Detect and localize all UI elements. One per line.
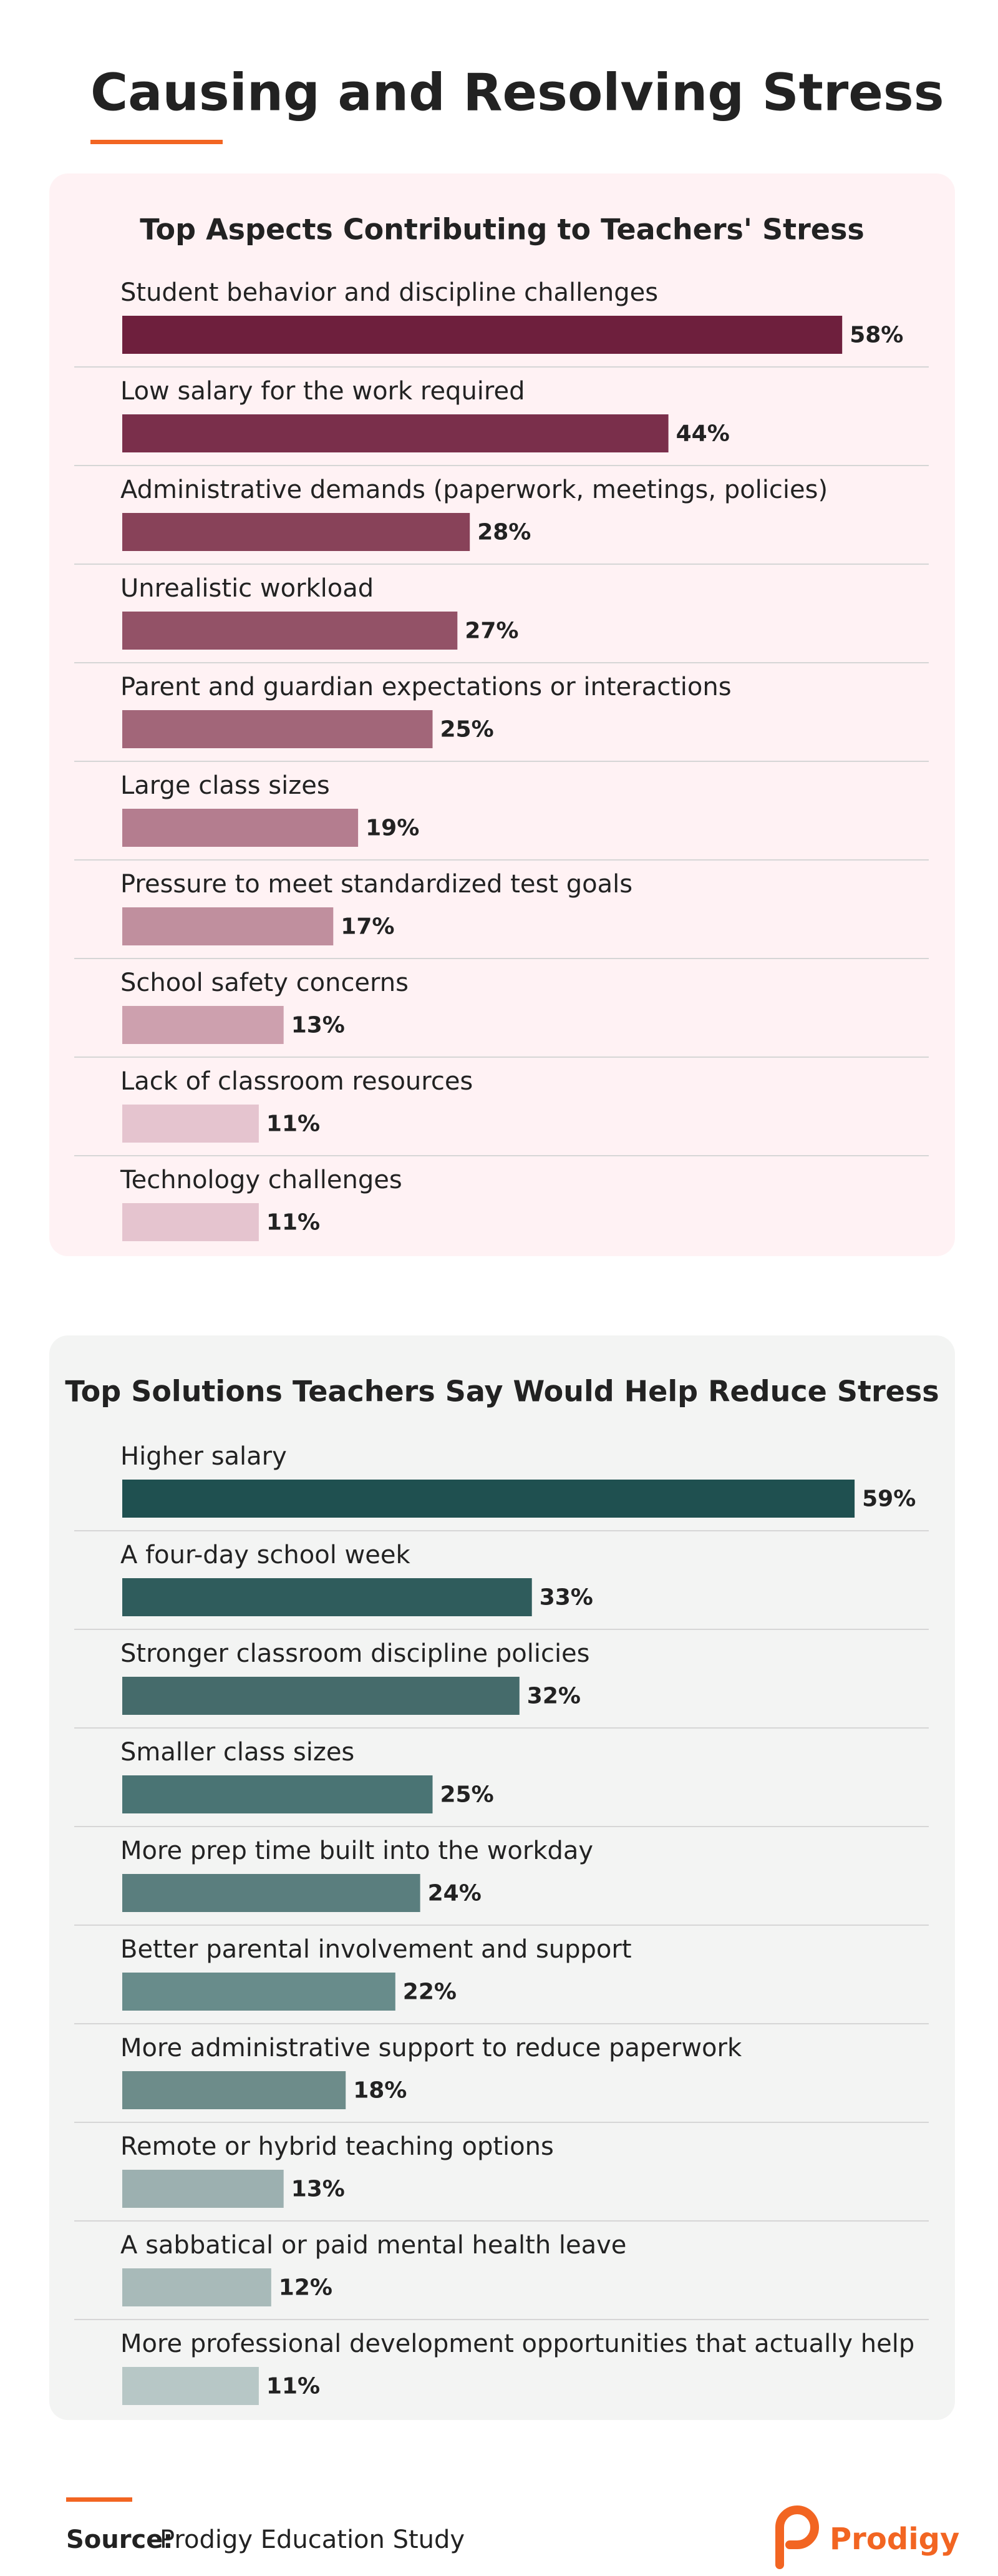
category-label: More administrative support to reduce pa… (120, 2034, 742, 2062)
value-label: 44% (676, 421, 730, 447)
value-label: 13% (291, 1013, 345, 1038)
category-label: Higher salary (120, 1442, 287, 1471)
value-label: 32% (527, 1684, 581, 1709)
value-label: 27% (465, 618, 518, 644)
category-label: Unrealistic workload (120, 574, 374, 603)
category-label: Administrative demands (paperwork, meeti… (120, 476, 828, 504)
bar (122, 2268, 271, 2306)
value-label: 11% (266, 2374, 320, 2399)
bar (122, 1105, 259, 1143)
bar (122, 2170, 284, 2208)
category-label: School safety concerns (120, 968, 409, 997)
value-label: 17% (341, 914, 394, 940)
category-label: Stronger classroom discipline policies (120, 1639, 590, 1668)
bar (122, 710, 433, 748)
category-label: Lack of classroom resources (120, 1067, 473, 1096)
bar (122, 1203, 259, 1241)
title-underline (90, 140, 223, 144)
value-label: 25% (440, 1782, 494, 1808)
bar (122, 316, 843, 354)
footer-rule (66, 2497, 132, 2502)
value-label: 25% (440, 717, 494, 743)
source-text: Prodigy Education Study (160, 2525, 465, 2554)
bar (122, 612, 458, 650)
chart-title: Top Solutions Teachers Say Would Help Re… (65, 1375, 939, 1408)
brand-logo: Prodigy (775, 2505, 959, 2569)
value-label: 11% (266, 1111, 320, 1137)
bar (122, 513, 470, 551)
category-label: Smaller class sizes (120, 1738, 354, 1767)
category-label: Low salary for the work required (120, 377, 525, 406)
bar (122, 1677, 520, 1715)
bar (122, 1578, 532, 1616)
bar (122, 1480, 855, 1518)
bar (122, 1973, 395, 2011)
value-label: 19% (366, 816, 419, 841)
source-label: Source: (66, 2525, 173, 2554)
category-label: More professional development opportunit… (120, 2330, 914, 2358)
value-label: 11% (266, 1210, 320, 1236)
chart-title: Top Aspects Contributing to Teachers' St… (140, 213, 865, 246)
bar (122, 2071, 346, 2109)
bar (122, 414, 669, 452)
bar (122, 1874, 420, 1912)
page-title: Causing and Resolving Stress (90, 63, 944, 122)
category-label: A four-day school week (120, 1541, 410, 1569)
value-label: 18% (353, 2078, 407, 2104)
value-label: 24% (428, 1881, 482, 1906)
category-label: Large class sizes (120, 771, 330, 800)
bar (122, 809, 359, 847)
value-label: 12% (279, 2275, 332, 2301)
value-label: 33% (540, 1585, 593, 1611)
bar (122, 2367, 259, 2405)
category-label: Better parental involvement and support (120, 1935, 632, 1964)
bar (122, 907, 334, 945)
bar (122, 1006, 284, 1044)
value-label: 59% (862, 1486, 916, 1512)
value-label: 22% (403, 1979, 457, 2005)
value-label: 58% (850, 323, 903, 348)
category-label: Technology challenges (120, 1166, 402, 1194)
brand-name: Prodigy (830, 2522, 959, 2557)
category-label: Parent and guardian expectations or inte… (120, 673, 732, 701)
category-label: Student behavior and discipline challeng… (120, 278, 658, 307)
value-label: 28% (477, 520, 531, 545)
category-label: A sabbatical or paid mental health leave (120, 2231, 626, 2260)
value-label: 13% (291, 2177, 345, 2202)
category-label: More prep time built into the workday (120, 1837, 593, 1865)
bar (122, 1775, 433, 1813)
category-label: Remote or hybrid teaching options (120, 2132, 554, 2161)
logo-icon (775, 2505, 819, 2569)
category-label: Pressure to meet standardized test goals (120, 870, 632, 899)
